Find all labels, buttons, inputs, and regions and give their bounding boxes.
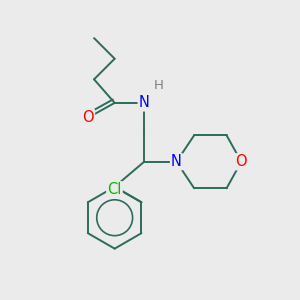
Text: H: H [154,79,164,92]
Text: O: O [236,154,247,169]
Text: Cl: Cl [107,182,122,197]
Text: O: O [82,110,94,125]
Text: N: N [171,154,182,169]
Text: N: N [139,95,149,110]
